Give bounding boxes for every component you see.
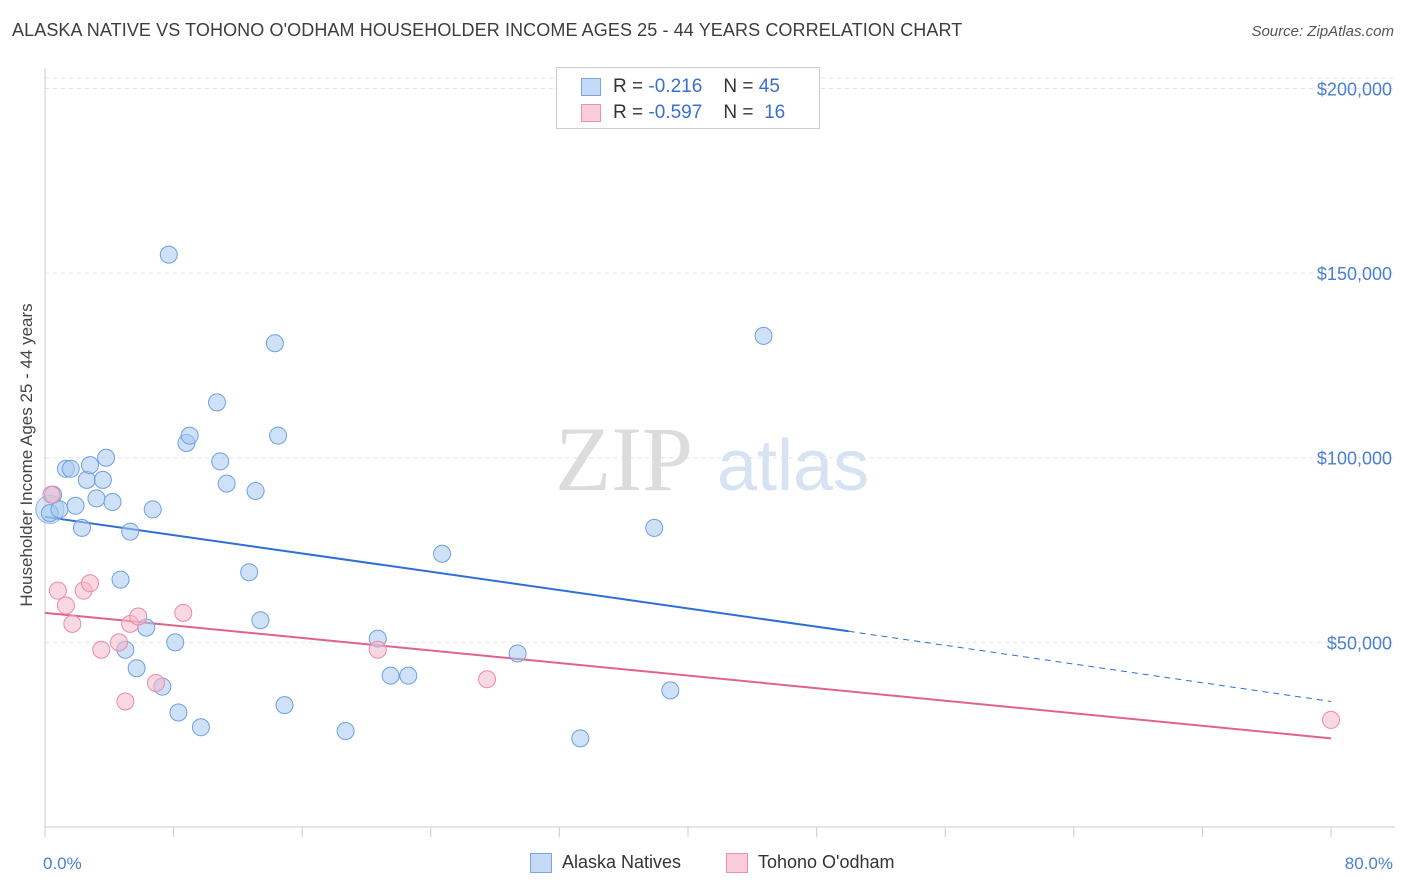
data-point-tohono-oodham bbox=[1322, 710, 1340, 729]
data-point-alaska-natives bbox=[72, 518, 91, 537]
data-point-tohono-oodham bbox=[146, 673, 165, 692]
n-value: 16 bbox=[764, 102, 786, 123]
chart-title: ALASKA NATIVE VS TOHONO O'ODHAM HOUSEHOL… bbox=[12, 20, 963, 40]
bottom-legend-swatch-tohono-oodham bbox=[726, 853, 748, 873]
trend-lines bbox=[44, 515, 1332, 740]
data-point-tohono-oodham bbox=[174, 603, 193, 622]
data-point-alaska-natives bbox=[121, 522, 140, 541]
data-point-alaska-natives bbox=[433, 544, 452, 563]
data-point-alaska-natives bbox=[50, 500, 69, 519]
data-point-alaska-natives bbox=[399, 666, 418, 685]
source-label: Source: ZipAtlas.com bbox=[1251, 23, 1394, 40]
y-tick-label: $100,000 bbox=[1317, 449, 1392, 469]
data-point-alaska-natives bbox=[111, 570, 130, 589]
legend-stats-tohono-oodham: R = -0.597 N = 16 bbox=[613, 102, 785, 124]
data-point-alaska-natives bbox=[159, 245, 178, 264]
r-label: R = bbox=[613, 102, 644, 123]
data-point-alaska-natives bbox=[251, 611, 270, 630]
n-label: N = bbox=[723, 76, 754, 97]
trend-line-tohono-oodham bbox=[44, 611, 1332, 740]
x-tick-labels: 0.0% 80.0% bbox=[43, 854, 1393, 873]
gridlines bbox=[45, 77, 1395, 643]
data-point-tohono-oodham bbox=[478, 670, 497, 689]
y-tick-labels: $50,000 $100,000 $150,000 $200,000 bbox=[1317, 79, 1392, 653]
r-value: -0.597 bbox=[648, 102, 703, 123]
bottom-legend-label: Tohono O'odham bbox=[758, 852, 895, 872]
y-tick-label: $200,000 bbox=[1317, 79, 1392, 99]
bottom-legend-label: Alaska Natives bbox=[562, 852, 682, 872]
data-point-alaska-natives bbox=[77, 470, 96, 489]
r-value: -0.216 bbox=[648, 76, 703, 97]
data-point-tohono-oodham bbox=[42, 485, 61, 504]
x-tick-label: 0.0% bbox=[43, 854, 82, 873]
data-point-tohono-oodham bbox=[63, 614, 82, 633]
trend-line-alaska-natives bbox=[44, 515, 849, 633]
watermark-atlas: atlas bbox=[717, 426, 869, 506]
data-point-alaska-natives bbox=[87, 489, 106, 508]
data-point-tohono-oodham bbox=[109, 633, 128, 652]
data-point-alaska-natives bbox=[645, 518, 664, 537]
data-point-alaska-natives bbox=[93, 470, 112, 489]
data-point-alaska-natives bbox=[81, 456, 100, 475]
data-point-alaska-natives bbox=[169, 703, 188, 722]
n-label: N = bbox=[723, 102, 754, 123]
data-point-alaska-natives bbox=[754, 326, 773, 345]
data-point-alaska-natives bbox=[143, 500, 162, 519]
correlation-legend: R = -0.216 N = 45 R = -0.597 N = 16 bbox=[556, 67, 820, 129]
n-value: 45 bbox=[758, 76, 780, 97]
data-point-alaska-natives bbox=[661, 681, 680, 700]
y-axis-label: Householder Income Ages 25 - 44 years bbox=[17, 303, 36, 607]
data-point-tohono-oodham bbox=[368, 640, 387, 659]
data-point-alaska-natives bbox=[246, 481, 265, 500]
data-point-alaska-natives bbox=[208, 393, 227, 412]
data-point-tohono-oodham bbox=[92, 640, 111, 659]
data-point-tohono-oodham bbox=[48, 581, 67, 600]
trend-line-alaska-natives-extension bbox=[848, 630, 1332, 702]
data-point-tohono-oodham bbox=[116, 692, 135, 711]
data-point-alaska-natives bbox=[97, 448, 116, 467]
y-tick-label: $50,000 bbox=[1327, 633, 1392, 653]
data-points bbox=[35, 245, 1340, 748]
data-point-tohono-oodham bbox=[129, 607, 148, 626]
data-point-alaska-natives bbox=[103, 493, 122, 512]
axes bbox=[44, 68, 1395, 837]
data-point-alaska-natives bbox=[381, 666, 400, 685]
data-point-alaska-natives bbox=[166, 633, 185, 652]
legend-swatch-alaska-natives bbox=[581, 78, 601, 96]
watermark-zip: ZIP bbox=[555, 408, 693, 510]
data-point-alaska-natives bbox=[275, 696, 294, 715]
data-point-alaska-natives bbox=[66, 496, 85, 515]
legend-stats-alaska-natives: R = -0.216 N = 45 bbox=[613, 76, 780, 98]
data-point-alaska-natives bbox=[240, 563, 259, 582]
data-point-alaska-natives bbox=[180, 426, 199, 445]
data-point-alaska-natives bbox=[571, 729, 590, 748]
data-point-alaska-natives bbox=[191, 718, 210, 737]
data-point-alaska-natives bbox=[127, 659, 146, 678]
x-tick-label: 80.0% bbox=[1345, 854, 1393, 873]
data-point-tohono-oodham bbox=[56, 596, 75, 615]
y-tick-label: $150,000 bbox=[1317, 264, 1392, 284]
data-point-alaska-natives bbox=[61, 459, 80, 478]
data-point-alaska-natives bbox=[269, 426, 288, 445]
data-point-alaska-natives bbox=[336, 721, 355, 740]
r-label: R = bbox=[613, 76, 644, 97]
data-point-alaska-natives bbox=[265, 334, 284, 353]
legend-swatch-tohono-oodham bbox=[581, 104, 601, 122]
data-point-tohono-oodham bbox=[81, 574, 100, 593]
bottom-legend-swatch-alaska-natives bbox=[530, 853, 552, 873]
data-point-alaska-natives bbox=[211, 452, 230, 471]
data-point-alaska-natives bbox=[217, 474, 236, 493]
data-point-alaska-natives bbox=[508, 644, 527, 663]
